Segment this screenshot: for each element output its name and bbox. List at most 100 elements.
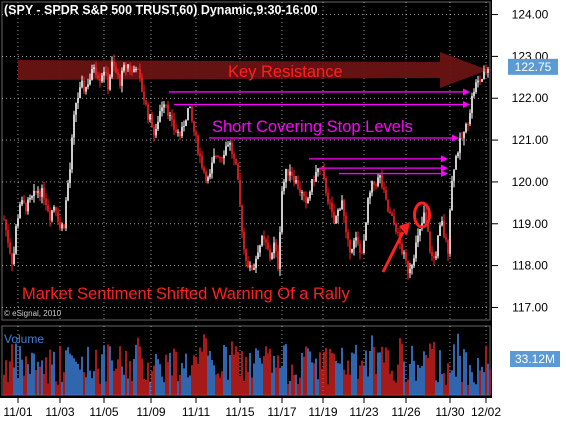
volume-bar xyxy=(453,344,455,395)
candle-body xyxy=(387,199,389,212)
volume-bar xyxy=(21,359,23,395)
candle-body xyxy=(479,80,481,82)
candle-body xyxy=(113,61,115,67)
candle-body xyxy=(63,224,65,229)
volume-bar xyxy=(97,368,99,395)
volume-bar xyxy=(289,380,291,395)
volume-bar xyxy=(201,351,203,395)
volume-bar xyxy=(71,355,73,395)
candle-body xyxy=(297,180,299,189)
volume-bar xyxy=(351,352,353,395)
volume-bar xyxy=(487,363,489,395)
volume-bar xyxy=(287,383,289,395)
volume-bar xyxy=(53,351,55,395)
sentiment-label: Market Sentiment Shifted Warning Of a Ra… xyxy=(22,285,350,303)
candle-body xyxy=(129,64,131,71)
volume-bar xyxy=(51,364,53,395)
candle-body xyxy=(149,114,151,120)
date-tick-label: 11/23 xyxy=(349,405,378,419)
volume-bar xyxy=(437,382,439,395)
volume-bar xyxy=(95,349,97,395)
volume-bar xyxy=(181,362,183,395)
volume-bar xyxy=(121,366,123,395)
volume-bar xyxy=(393,380,395,395)
volume-bar xyxy=(77,363,79,395)
candle-body xyxy=(349,239,351,253)
candle-body xyxy=(93,67,95,70)
candle-body xyxy=(153,127,155,136)
volume-last-box xyxy=(510,351,560,367)
volume-bar xyxy=(191,365,193,395)
volume-bars xyxy=(3,333,491,395)
volume-bar xyxy=(55,381,57,395)
candle-body xyxy=(13,253,15,264)
candle-body xyxy=(389,211,391,214)
volume-bar xyxy=(465,352,467,395)
candle-body xyxy=(51,210,53,221)
volume-bar xyxy=(131,381,133,395)
volume-bar xyxy=(177,381,179,395)
volume-bar xyxy=(27,364,29,395)
volume-bar xyxy=(321,368,323,395)
annotations xyxy=(381,201,431,273)
volume-bar xyxy=(373,346,375,395)
candle-body xyxy=(265,239,267,243)
candle-body xyxy=(241,205,243,232)
volume-bar xyxy=(399,338,401,395)
price-tick-label: 117.00 xyxy=(512,300,548,314)
candle-body xyxy=(213,155,215,163)
volume-bar xyxy=(155,353,157,395)
volume-bar xyxy=(117,359,119,395)
volume-bar xyxy=(279,368,281,395)
volume-bar xyxy=(329,348,331,395)
candle-body xyxy=(235,158,237,165)
candle-body xyxy=(217,155,219,158)
candle-body xyxy=(333,211,335,224)
candle-body xyxy=(157,121,159,130)
volume-bar xyxy=(87,346,89,395)
candle-body xyxy=(247,260,249,268)
volume-bar xyxy=(401,343,403,395)
volume-bar xyxy=(139,346,141,395)
candle-body xyxy=(473,91,475,97)
last-price-box xyxy=(508,58,558,75)
volume-bar xyxy=(173,348,175,395)
candle-body xyxy=(405,252,407,261)
candle-body xyxy=(107,72,109,90)
volume-bar xyxy=(159,364,161,395)
volume-bar xyxy=(123,374,125,395)
stop-level-arrowhead xyxy=(441,164,448,172)
candle-body xyxy=(443,220,445,237)
volume-bar xyxy=(485,345,487,395)
sentiment-arrow-shaft xyxy=(381,231,405,273)
watermark: © eSignal, 2010 xyxy=(4,309,62,318)
candle-body xyxy=(433,256,435,259)
candle-body xyxy=(295,180,297,183)
volume-bar xyxy=(297,383,299,395)
volume-bar xyxy=(291,364,293,395)
volume-bar xyxy=(425,354,427,395)
candle-body xyxy=(423,212,425,224)
candle-body xyxy=(267,242,269,250)
volume-bar xyxy=(179,374,181,395)
volume-bar xyxy=(101,354,103,395)
candle-body xyxy=(105,71,107,73)
candle-body xyxy=(351,248,353,253)
candle-body xyxy=(471,96,473,114)
candle-body xyxy=(489,69,491,71)
candle-body xyxy=(137,69,139,71)
candle-body xyxy=(459,138,461,153)
candle-body xyxy=(467,124,469,126)
volume-bar xyxy=(91,378,93,395)
volume-bar xyxy=(115,368,117,395)
candle-body xyxy=(155,129,157,136)
candle-body xyxy=(299,188,301,193)
candle-body xyxy=(335,215,337,224)
candle-body xyxy=(385,189,387,200)
volume-bar xyxy=(301,352,303,395)
candlesticks xyxy=(3,54,491,280)
candle-body xyxy=(329,202,331,204)
volume-bar xyxy=(405,381,407,395)
candle-body xyxy=(77,97,79,104)
